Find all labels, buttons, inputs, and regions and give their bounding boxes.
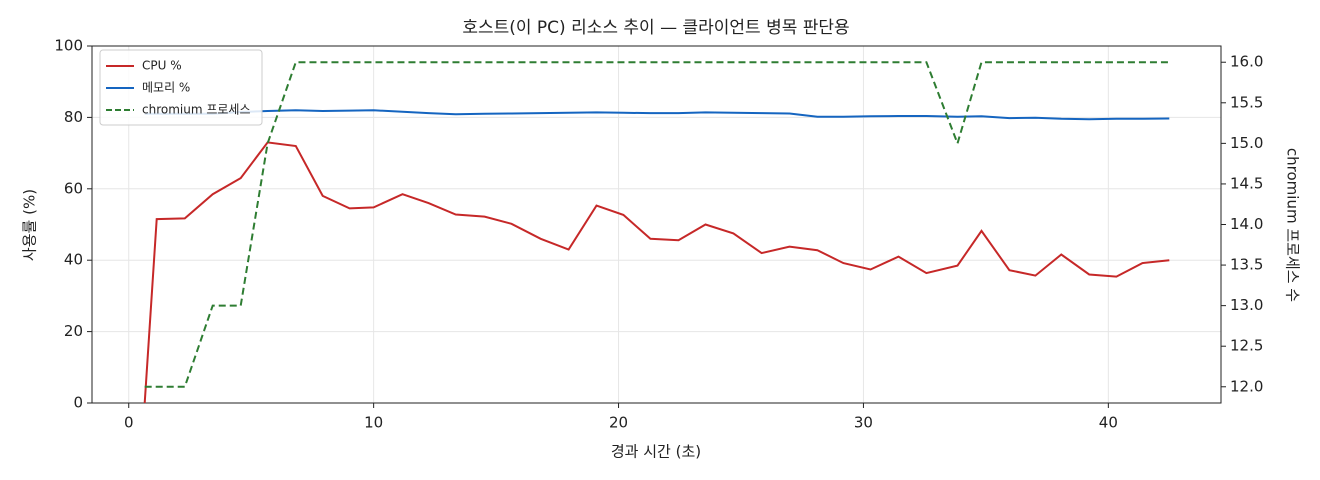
- legend-box: [99, 49, 263, 126]
- y-tick-label: 100: [54, 37, 83, 55]
- y-tick-label: 20: [64, 322, 83, 340]
- y2-tick-label: 12.0: [1230, 377, 1263, 395]
- y-axis-label: 사용률 (%): [21, 189, 39, 261]
- y2-tick-label: 15.5: [1230, 93, 1263, 111]
- legend-label: chromium 프로세스: [142, 103, 251, 117]
- y2-tick-label: 14.0: [1230, 215, 1263, 233]
- chart-title: 호스트(이 PC) 리소스 추이 — 클라이언트 병목 판단용: [462, 18, 849, 38]
- data-line: [144, 61, 1170, 388]
- y2-tick-label: 13.5: [1230, 256, 1263, 274]
- y2-axis-label: chromium 프로세스 수: [1284, 148, 1302, 302]
- data-line: [143, 141, 1170, 404]
- y-tick-label: 80: [64, 108, 83, 126]
- x-tick-label: 30: [854, 414, 873, 432]
- y-tick-label: 60: [64, 179, 83, 197]
- data-line: [144, 109, 1170, 121]
- plot-frame: [91, 45, 1222, 404]
- y2-tick-label: 14.5: [1230, 174, 1263, 192]
- x-tick-label: 40: [1099, 414, 1118, 432]
- y2-tick-label: 15.0: [1230, 134, 1263, 152]
- y2-tick-label: 13.0: [1230, 296, 1263, 314]
- x-tick-label: 20: [609, 414, 628, 432]
- y2-tick-label: 12.5: [1230, 337, 1263, 355]
- legend-label: CPU %: [142, 59, 182, 73]
- legend-label: 메모리 %: [142, 81, 190, 95]
- x-tick-label: 10: [364, 414, 383, 432]
- y-tick-label: 40: [64, 251, 83, 269]
- x-axis-label: 경과 시간 (초): [611, 443, 701, 461]
- x-tick-label: 0: [124, 414, 134, 432]
- y2-tick-label: 16.0: [1230, 53, 1263, 71]
- y-tick-label: 0: [73, 394, 83, 412]
